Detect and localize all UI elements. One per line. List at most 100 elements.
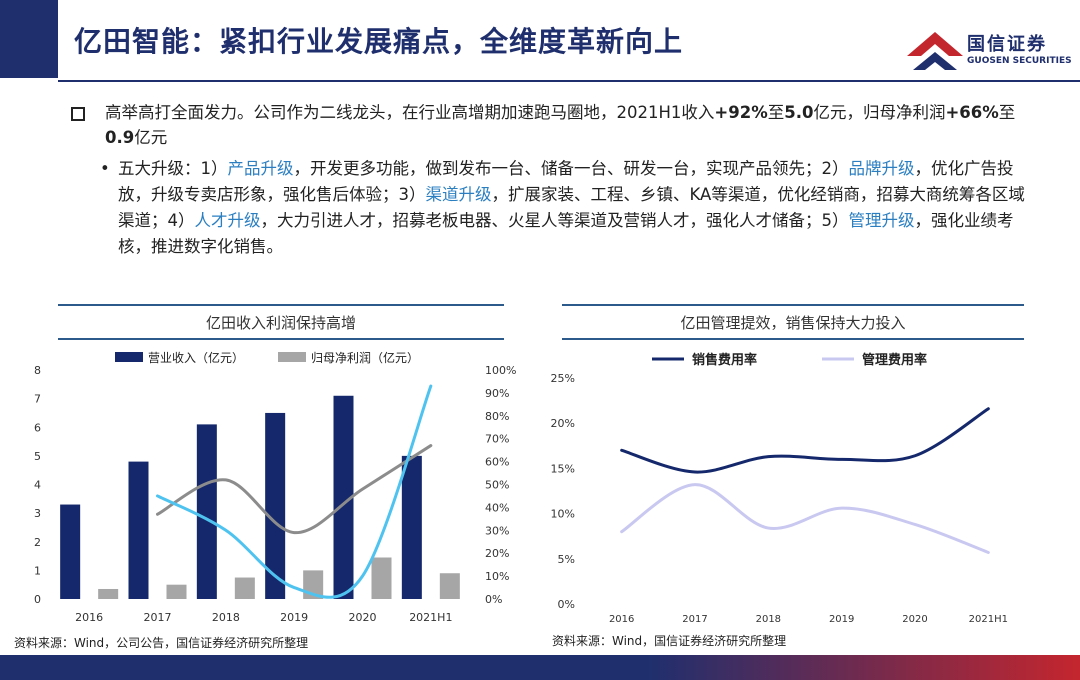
intro-paragraph: 高举高打全面发力。公司作为二线龙头，在行业高增期加速跑马圈地，2021H1收入+… [105, 100, 1025, 150]
revenue-bar [128, 461, 149, 599]
y-right-tick-label: 100% [485, 364, 516, 377]
x-tick-label: 2020 [902, 614, 927, 625]
x-tick-label: 2016 [75, 611, 103, 624]
x-tick-label: 2020 [349, 611, 377, 624]
revenue-value: 5.0 [784, 103, 814, 122]
profit-bar [234, 577, 255, 599]
revenue-bar [265, 412, 286, 599]
y-tick-label: 5% [558, 553, 575, 566]
y-left-tick-label: 4 [34, 479, 41, 492]
x-tick-label: 2017 [682, 614, 707, 625]
profit-growth-line [156, 384, 433, 599]
intro-text: 亿元，归母净利润 [813, 103, 946, 122]
y-right-tick-label: 40% [485, 501, 509, 514]
y-tick-label: 10% [551, 508, 575, 521]
y-right-tick-label: 10% [485, 570, 509, 583]
upgrades-paragraph: • 五大升级：1）产品升级，开发更多功能，做到发布一台、储备一台、研发一台，实现… [100, 156, 1036, 260]
chart1-title: 亿田收入利润保持高增 [205, 314, 356, 332]
x-tick-label: 2018 [756, 614, 781, 625]
chart2-expense-ratios: 0% 5% 10% 15% 20% 25% 2016 2017 2018 2019 2020 2021… [551, 352, 1008, 625]
y-right-tick-label: 0% [485, 593, 502, 606]
y-right-tick-label: 30% [485, 524, 509, 537]
y-left-tick-label: 2 [34, 536, 41, 549]
upgrade-text: ，大力引进人才，招募老板电器、火星人等渠道及营销人才，强化人才储备；5） [260, 211, 849, 230]
upgrade-highlight-brand: 品牌升级 [848, 159, 915, 178]
legend-profit-swatch [278, 352, 306, 362]
y-tick-label: 25% [551, 372, 575, 385]
chart2-title: 亿田管理提效，销售保持大力投入 [680, 314, 906, 332]
upgrade-text: ，强化业绩考核，推进数字化销售。 [118, 211, 1014, 256]
square-bullet-icon [71, 107, 85, 121]
upgrade-text: ，开发更多功能，做到发布一台、储备一台、研发一台，实现产品领先；2） [293, 159, 849, 178]
y-left-tick-label: 6 [34, 421, 41, 434]
y-right-tick-label: 70% [485, 433, 509, 446]
profit-bar [166, 584, 187, 599]
x-tick-label: 2019 [829, 614, 854, 625]
profit-growth: +66% [945, 103, 999, 122]
x-tick-label: 2016 [609, 614, 634, 625]
legend-revenue-swatch [115, 352, 143, 362]
y-left-tick-label: 1 [34, 564, 41, 577]
chart1-source: 资料来源：Wind，公司公告，国信证券经济研究所整理 [14, 636, 309, 650]
intro-text: 高举高打全面发力。公司作为二线龙头，在行业高增期加速跑马圈地，2021H1收入 [105, 103, 715, 122]
chart1-top-rule [58, 304, 504, 306]
y-tick-label: 15% [551, 462, 575, 475]
revenue-bar [196, 424, 217, 599]
chart2-top-rule [562, 304, 1024, 306]
x-tick-label: 2021H1 [409, 611, 452, 624]
upgrade-text: ，优化广告投放，升级专卖店形象，强化售后体验；3） [118, 159, 1014, 204]
y-right-tick-label: 80% [485, 410, 509, 423]
y-left-tick-label: 7 [34, 393, 41, 406]
upgrade-highlight-product: 产品升级 [227, 159, 294, 178]
chart2-title-rule [562, 338, 1024, 340]
intro-text: 至 [998, 103, 1016, 122]
legend-admin-label: 管理费用率 [862, 352, 927, 368]
revenue-bar [333, 395, 354, 599]
y-right-tick-label: 60% [485, 456, 509, 469]
y-right-tick-label: 50% [485, 479, 509, 492]
logo-text-en: GUOSEN SECURITIES [967, 56, 1072, 66]
dot-bullet-icon: • [100, 159, 110, 178]
profit-bar [439, 573, 460, 599]
legend-profit-label: 归母净利润（亿元） [311, 350, 419, 365]
profit-bar [371, 557, 392, 599]
upgrade-text: 五大升级：1） [118, 159, 228, 178]
legend-revenue-label: 营业收入（亿元） [148, 350, 244, 365]
revenue-growth: +92% [714, 103, 768, 122]
legend-sales-label: 销售费用率 [692, 352, 757, 368]
upgrade-highlight-talent: 人才升级 [194, 211, 261, 230]
chart2-source: 资料来源：Wind，国信证券经济研究所整理 [552, 634, 787, 648]
chart1-revenue-profit: 0123456780%10%20%30%40%50%60%70%80%90%10… [34, 350, 516, 624]
y-right-tick-label: 20% [485, 547, 509, 560]
header-divider [58, 80, 1080, 82]
y-right-tick-label: 90% [485, 387, 509, 400]
profit-value: 0.9 [105, 128, 135, 147]
profit-bar [98, 588, 119, 599]
page-title: 亿田智能：紧扣行业发展痛点，全维度革新向上 [74, 25, 684, 58]
guosen-logo: 国信证券 GUOSEN SECURITIES [905, 26, 1072, 74]
footer-band [0, 655, 1080, 680]
y-left-tick-label: 3 [34, 507, 41, 520]
admin-expense-line [620, 483, 990, 554]
y-tick-label: 20% [551, 417, 575, 430]
y-left-tick-label: 8 [34, 364, 41, 377]
x-tick-label: 2017 [144, 611, 172, 624]
x-tick-label: 2018 [212, 611, 240, 624]
logo-text-cn: 国信证券 [967, 34, 1047, 55]
y-left-tick-label: 0 [34, 593, 41, 606]
intro-text: 亿元 [134, 128, 168, 147]
chart1-title-rule [58, 338, 504, 340]
header-accent-bar [0, 0, 58, 78]
upgrade-highlight-management: 管理升级 [848, 211, 915, 230]
revenue-bar [60, 504, 81, 599]
y-tick-label: 0% [558, 598, 575, 611]
upgrade-highlight-channel: 渠道升级 [425, 185, 492, 204]
guosen-logo-icon [907, 32, 963, 70]
y-left-tick-label: 5 [34, 450, 41, 463]
x-tick-label: 2021H1 [969, 614, 1008, 625]
intro-text: 至 [767, 103, 785, 122]
upgrade-text: ，扩展家装、工程、乡镇、KA等渠道，优化经销商，招募大商统筹各区域渠道；4） [118, 185, 1025, 230]
revenue-growth-line [156, 444, 433, 535]
revenue-bar [401, 455, 422, 599]
x-tick-label: 2019 [280, 611, 308, 624]
